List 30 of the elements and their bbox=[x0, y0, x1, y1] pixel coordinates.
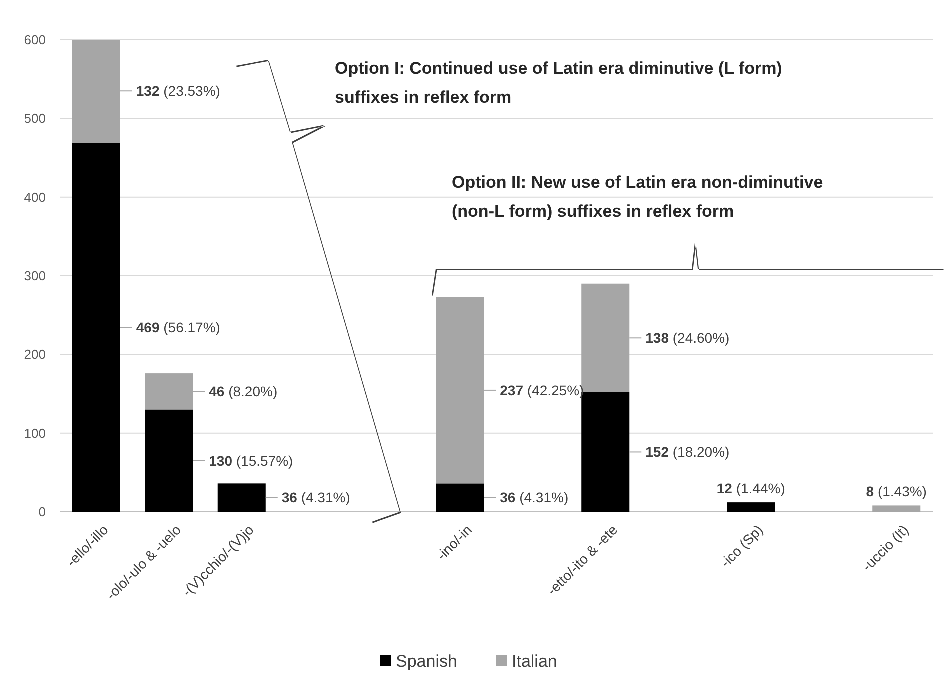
data-label: 12 (1.44%) bbox=[716, 480, 786, 496]
y-tick-label: 200 bbox=[24, 347, 46, 362]
annotation: Option II: New use of Latin era non-diminutive (non-L form) suffixes in reflex form bbox=[452, 173, 824, 221]
bar bbox=[72, 143, 120, 512]
bar bbox=[436, 484, 484, 512]
y-tick-label: 500 bbox=[24, 111, 46, 126]
y-tick-label: 300 bbox=[24, 268, 46, 284]
data-label: 138 (24.60%) bbox=[646, 330, 730, 346]
bar bbox=[872, 506, 921, 512]
bar bbox=[582, 392, 630, 512]
bar bbox=[727, 502, 776, 512]
bar bbox=[218, 484, 266, 512]
y-tick-label: 0 bbox=[38, 504, 46, 520]
data-label: 469 (56.17%) bbox=[136, 319, 220, 336]
legend-label: Italian bbox=[512, 652, 558, 671]
data-label: 46 (8.20%) bbox=[209, 384, 278, 400]
data-label: 132 (23.53%) bbox=[136, 83, 220, 100]
bar bbox=[145, 410, 194, 512]
y-tick-label: 600 bbox=[24, 32, 46, 48]
data-label: 36 (4.31%) bbox=[282, 490, 350, 506]
annotation: Option I: Continued use of Latin era diminutive (L form) suffixes in reflex form bbox=[335, 59, 782, 107]
data-label: 8 (1.43%) bbox=[866, 484, 927, 500]
data-label: 130 (15.57%) bbox=[209, 452, 294, 469]
y-tick-label: 100 bbox=[24, 426, 46, 441]
data-label: 237 (42.25%) bbox=[500, 382, 584, 398]
y-tick-label: 400 bbox=[24, 190, 46, 205]
x-tick-label: -ico (Sp) bbox=[717, 522, 766, 570]
legend-label: Spanish bbox=[396, 652, 458, 671]
data-label: 36 (4.31%) bbox=[500, 490, 569, 506]
data-label: 152 (18.20%) bbox=[646, 444, 730, 460]
